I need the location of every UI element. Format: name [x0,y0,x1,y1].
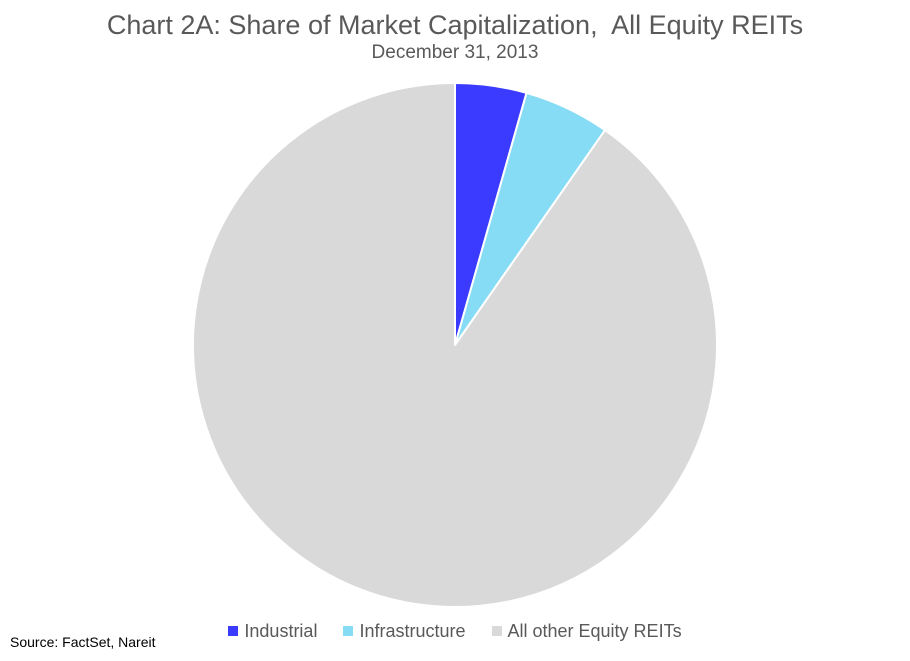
source-note: Source: FactSet, Nareit [10,634,156,650]
legend-label-infrastructure: Infrastructure [359,621,466,641]
legend-swatch-all-other [491,626,502,636]
legend-swatch-infrastructure [343,626,354,636]
chart-title: Chart 2A: Share of Market Capitalization… [106,10,804,40]
legend-label-all-other: All other Equity REITs [507,621,682,641]
legend-item-infrastructure: Infrastructure [343,619,466,643]
chart-subtitle: December 31, 2013 [371,42,539,63]
legend-label-industrial: Industrial [244,621,318,641]
legend-swatch-industrial [228,626,239,636]
pie-slice-all-other [192,82,718,608]
legend-item-industrial: Industrial [228,619,317,643]
legend: Industrial Infrastructure All other Equi… [0,619,910,643]
legend-item-all-other: All other Equity REITs [491,619,682,643]
